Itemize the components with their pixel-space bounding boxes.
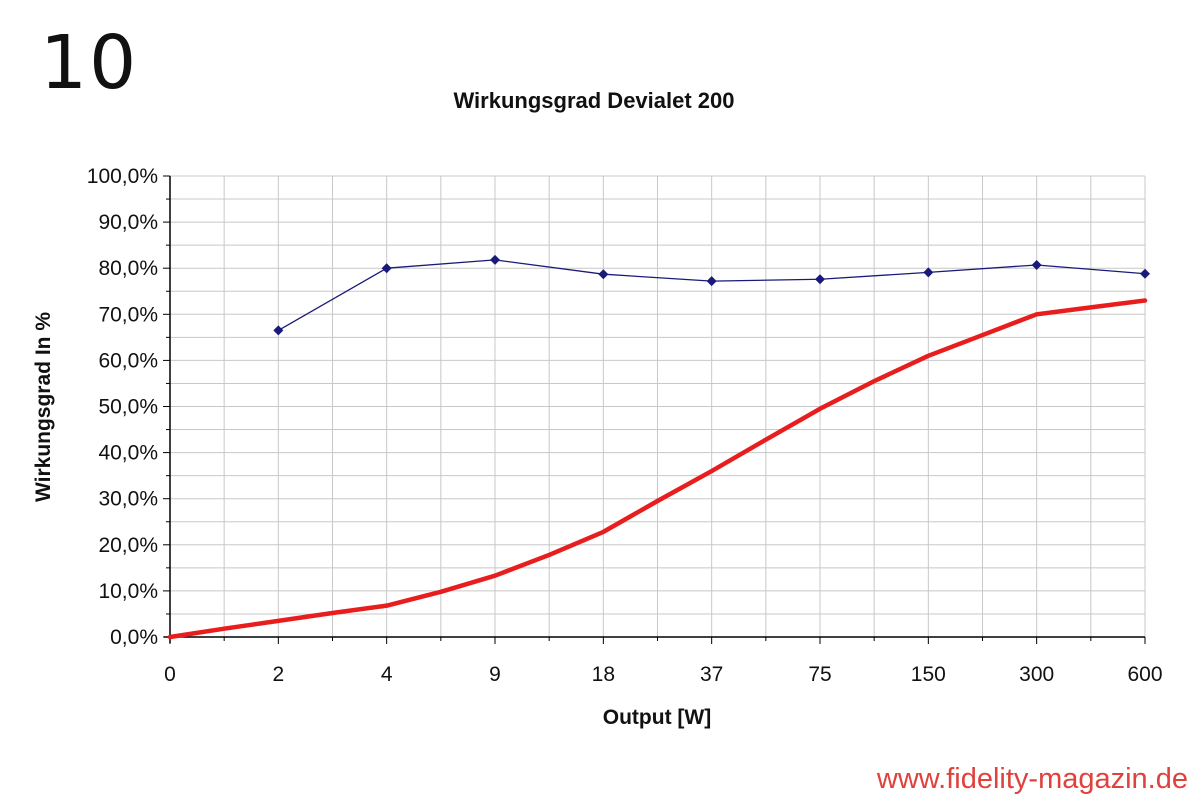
watermark: www.fidelity-magazin.de xyxy=(876,763,1188,795)
x-tick-label: 4 xyxy=(381,663,393,686)
data-point-marker xyxy=(598,269,609,280)
grid-lines xyxy=(169,175,1146,638)
data-series xyxy=(167,254,1150,640)
y-tick-label: 20,0% xyxy=(98,534,158,557)
y-tick-label: 30,0% xyxy=(98,488,158,511)
data-point-marker xyxy=(381,263,392,274)
x-tick-label: 37 xyxy=(700,663,723,686)
axes xyxy=(163,175,1146,644)
y-tick-label: 0,0% xyxy=(110,626,158,649)
x-axis-label: Output [W] xyxy=(603,706,711,729)
data-point-marker xyxy=(1031,259,1042,270)
x-tick-labels: 0 2 4 9 18 37 75 150 300 600 xyxy=(164,663,1162,686)
data-point-marker xyxy=(923,267,934,278)
x-tick-label: 9 xyxy=(489,663,501,686)
y-tick-label: 10,0% xyxy=(98,580,158,603)
x-tick-label: 2 xyxy=(272,663,284,686)
x-tick-label: 600 xyxy=(1127,663,1162,686)
y-tick-label: 100,0% xyxy=(87,165,158,188)
y-tick-label: 50,0% xyxy=(98,396,158,419)
data-point-marker xyxy=(273,325,284,336)
y-tick-label: 70,0% xyxy=(98,303,158,326)
y-tick-label: 90,0% xyxy=(98,211,158,234)
series-line-red xyxy=(167,298,1148,640)
x-tick-label: 18 xyxy=(592,663,615,686)
chart-title: Wirkungsgrad Devialet 200 xyxy=(453,88,734,113)
y-tick-label: 60,0% xyxy=(98,349,158,372)
data-point-marker xyxy=(1140,268,1150,279)
data-point-marker xyxy=(815,274,825,285)
x-tick-label: 150 xyxy=(911,663,946,686)
data-point-marker xyxy=(706,276,717,287)
x-tick-label: 300 xyxy=(1019,663,1054,686)
figure-number: 10 xyxy=(40,20,139,106)
x-tick-label: 0 xyxy=(164,663,176,686)
y-tick-label: 80,0% xyxy=(98,257,158,280)
y-axis-label: Wirkungsgrad In % xyxy=(32,312,55,502)
y-tick-labels: 0,0% 10,0% 20,0% 30,0% 40,0% 50,0% 60,0% 70,0% 8… xyxy=(87,165,158,649)
x-tick-label: 75 xyxy=(808,663,831,686)
data-point-marker xyxy=(490,254,500,265)
y-tick-label: 40,0% xyxy=(98,442,158,465)
